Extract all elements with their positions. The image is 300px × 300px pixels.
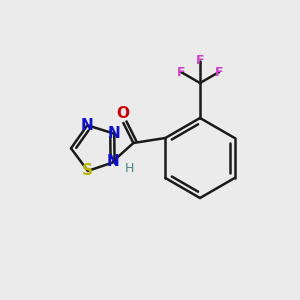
Text: S: S — [82, 164, 93, 178]
Text: F: F — [215, 65, 223, 79]
Text: F: F — [177, 65, 185, 79]
Text: N: N — [107, 154, 120, 169]
Text: F: F — [196, 55, 204, 68]
Text: H: H — [125, 163, 134, 176]
Text: N: N — [81, 118, 94, 133]
Text: O: O — [116, 106, 129, 121]
Text: N: N — [108, 126, 121, 141]
